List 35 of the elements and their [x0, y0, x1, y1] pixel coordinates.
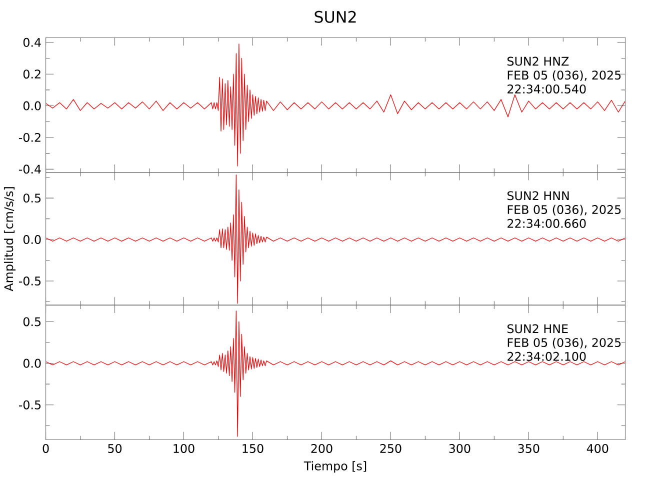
x-tick-label: 0 [42, 444, 49, 453]
x-tick-label: 250 [380, 444, 402, 453]
x-tick-label: 350 [518, 444, 540, 453]
annotation: FEB 05 (036), 2025 [508, 204, 621, 216]
line-series [46, 310, 626, 437]
annotation: SUN2 HNZ [508, 56, 569, 66]
y-tick-label: -0.5 [18, 276, 41, 286]
y-tick-label: -0.2 [18, 132, 40, 142]
y-tick-label: 0.5 [23, 193, 41, 202]
y-tick-label: 0.4 [23, 38, 41, 47]
y-tick-label: 0.5 [23, 317, 41, 326]
annotation: 22:34:00.660 [508, 218, 586, 228]
annotation: FEB 05 (036), 2025 [508, 338, 621, 348]
annotation: SUN2 HNN [507, 191, 569, 200]
x-tick-label: 150 [242, 444, 264, 453]
y-tick-label: -0.5 [18, 400, 41, 410]
x-tick-label: 200 [311, 444, 332, 453]
x-tick-label: 300 [449, 444, 470, 453]
y-tick-label: 0.0 [23, 101, 41, 110]
chart-title: SUN2 [314, 10, 356, 23]
y-tick-label: -0.4 [18, 164, 41, 174]
x-tick-label: 50 [108, 444, 122, 453]
annotation: 22:34:00.540 [508, 84, 586, 94]
y-tick-label: 0.2 [23, 69, 40, 78]
line-series [46, 44, 626, 166]
x-axis-title: Tiempo [s] [304, 461, 366, 473]
line-series [46, 174, 626, 304]
annotation: 22:34:02.100 [508, 352, 586, 361]
y-tick-label: 0.0 [23, 358, 41, 368]
x-tick-label: 100 [174, 444, 194, 453]
x-tick-label: 400 [586, 444, 608, 453]
annotation: FEB 05 (036), 2025 [508, 70, 621, 81]
y-tick-label: 0.0 [23, 234, 41, 244]
y-axis-title: Amplitud [cm/s/s] [4, 187, 16, 292]
annotation: SUN2 HNE [508, 324, 568, 334]
